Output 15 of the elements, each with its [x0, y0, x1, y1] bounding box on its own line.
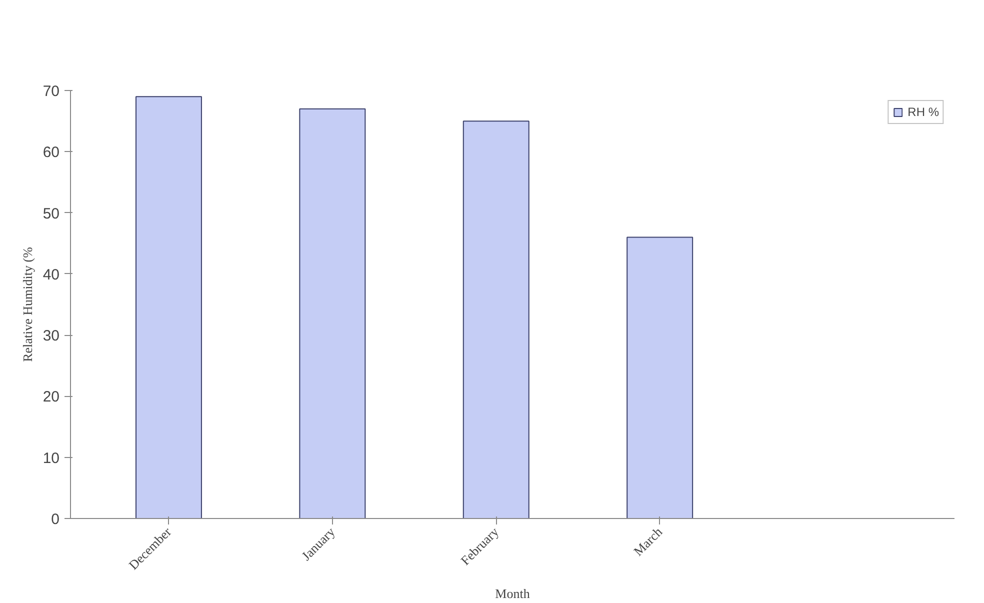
y-axis-title: Relative Humidity (%: [20, 246, 35, 362]
legend-label: RH %: [908, 105, 939, 119]
y-tick-label: 50: [42, 205, 60, 222]
bar: [135, 96, 202, 518]
y-tick-label: 20: [42, 388, 60, 406]
bar: [626, 236, 694, 518]
y-tick-label: 10: [42, 450, 60, 467]
x-axis-title: Month: [495, 586, 530, 601]
y-tick-label: 0: [51, 511, 60, 528]
y-tick-label: 70: [42, 83, 60, 100]
y-tick-label: 30: [42, 328, 60, 345]
bar: [299, 108, 366, 518]
bar: [462, 120, 530, 518]
y-tick-label: 40: [42, 266, 60, 284]
y-tick-label: 60: [42, 144, 60, 162]
